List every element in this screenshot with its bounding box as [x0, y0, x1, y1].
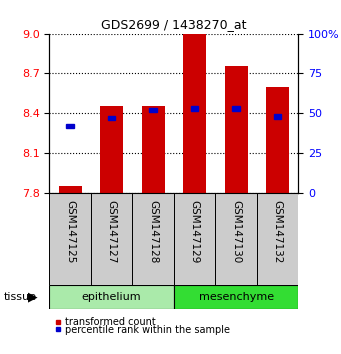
Text: GSM147127: GSM147127 — [107, 200, 117, 264]
Bar — [149, 108, 157, 112]
Bar — [174, 285, 298, 309]
Text: mesenchyme: mesenchyme — [198, 292, 274, 302]
Bar — [274, 114, 281, 119]
Text: percentile rank within the sample: percentile rank within the sample — [65, 325, 231, 335]
Bar — [266, 87, 289, 193]
Text: GSM147128: GSM147128 — [148, 200, 158, 264]
Bar — [225, 66, 248, 193]
Bar — [49, 285, 174, 309]
Bar — [66, 124, 74, 128]
Bar — [174, 193, 216, 285]
Bar — [91, 193, 132, 285]
Text: GSM147132: GSM147132 — [273, 200, 283, 264]
Bar — [216, 193, 257, 285]
Bar — [233, 106, 240, 111]
Text: ▶: ▶ — [28, 290, 38, 303]
Bar — [183, 34, 206, 193]
Bar — [49, 193, 91, 285]
Text: GSM147130: GSM147130 — [231, 200, 241, 263]
Bar — [191, 106, 198, 111]
Text: tissue: tissue — [3, 292, 36, 302]
Bar — [100, 106, 123, 193]
Bar — [59, 185, 81, 193]
Text: transformed count: transformed count — [65, 318, 156, 327]
Text: epithelium: epithelium — [82, 292, 142, 302]
Text: GSM147125: GSM147125 — [65, 200, 75, 264]
Bar — [257, 193, 298, 285]
Title: GDS2699 / 1438270_at: GDS2699 / 1438270_at — [101, 18, 247, 31]
Text: GSM147129: GSM147129 — [190, 200, 199, 264]
Bar — [142, 106, 165, 193]
Bar — [132, 193, 174, 285]
Bar — [108, 116, 115, 120]
